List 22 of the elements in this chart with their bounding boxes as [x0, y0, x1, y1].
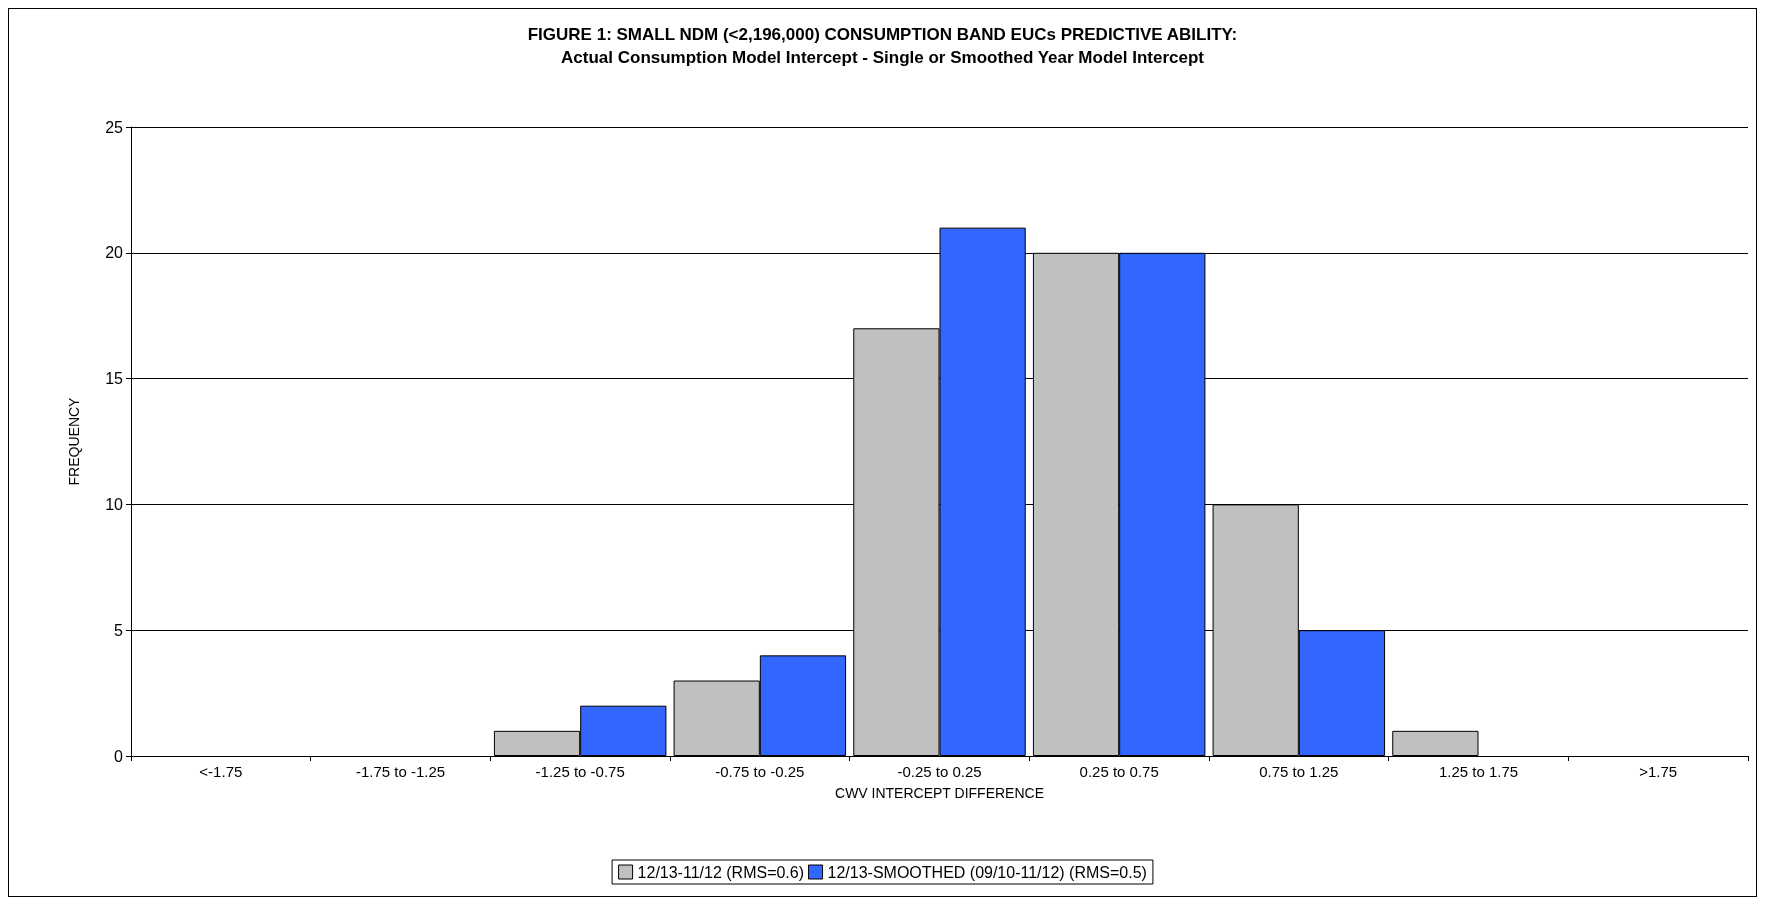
x-tick-label: 1.25 to 1.75	[1438, 763, 1519, 780]
x-tick-label: -0.25 to 0.25	[897, 763, 982, 780]
y-tick-label: 0	[114, 747, 124, 765]
y-tick-label: 15	[105, 370, 124, 388]
x-tick-label: 0.25 to 0.75	[1079, 763, 1159, 780]
legend-label: 12/13-11/12 (RMS=0.6)	[637, 863, 805, 881]
bar	[1392, 730, 1479, 756]
x-tick-label: -1.75 to -1.25	[355, 763, 446, 780]
y-axis-title: FREQUENCY	[66, 396, 82, 486]
x-tick-label: >1.75	[1639, 763, 1678, 780]
x-tick-label: -1.25 to -0.75	[535, 763, 625, 780]
y-tick-label: 5	[114, 621, 124, 639]
x-tick-label: 0.75 to 1.25	[1259, 763, 1339, 780]
legend-label: 12/13-SMOOTHED (09/10-11/12) (RMS=0.5)	[827, 863, 1147, 881]
chart-subtitle: Actual Consumption Model Intercept - Single or Smoothed Year Model Intercept	[561, 48, 1205, 67]
x-tick-label: <-1.75	[199, 763, 243, 780]
y-tick-label: 25	[105, 118, 124, 136]
chart-title: FIGURE 1: SMALL NDM (<2,196,000) CONSUMPTION BAND EUCs PREDICTIVE ABILITY:	[527, 25, 1238, 44]
x-axis-title: CWV INTERCEPT DIFFERENCE	[835, 785, 1044, 801]
y-tick-label: 10	[105, 495, 124, 513]
y-tick-label: 20	[105, 244, 124, 262]
x-tick-label: -0.75 to -0.25	[715, 763, 805, 780]
